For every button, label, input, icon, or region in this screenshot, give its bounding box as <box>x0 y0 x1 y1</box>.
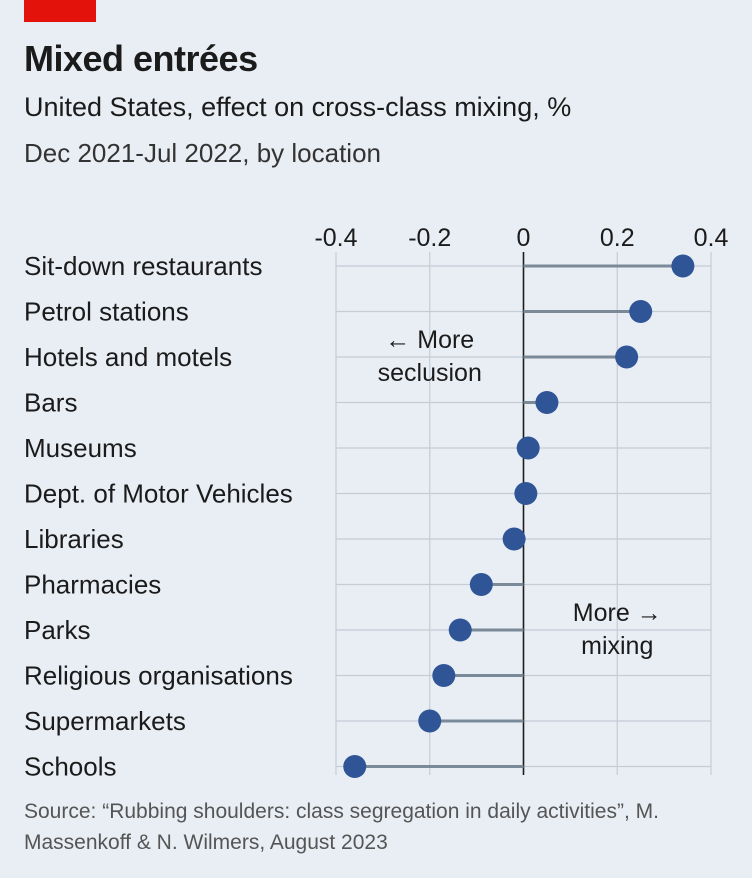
category-label: Petrol stations <box>24 297 189 327</box>
annotation-mixing: More → <box>573 599 662 627</box>
category-label: Bars <box>24 388 77 418</box>
annotation-mixing: mixing <box>581 632 653 660</box>
value-dot <box>615 345 639 369</box>
brand-red-bar <box>24 0 96 22</box>
category-label: Dept. of Motor Vehicles <box>24 479 293 509</box>
chart-subtitle: United States, effect on cross-class mix… <box>24 92 572 122</box>
category-label: Schools <box>24 752 117 782</box>
value-dot <box>629 300 653 323</box>
annotation-seclusion: ← More <box>385 326 474 354</box>
category-label: Parks <box>24 615 90 645</box>
lollipop-chart: -0.4 -0.2 0 0.2 0.4 Sit-down restaurants Petro… <box>24 224 729 782</box>
value-dot <box>432 664 456 687</box>
chart-title: Mixed entrées <box>24 38 258 79</box>
category-label: Libraries <box>24 524 124 554</box>
value-dot <box>502 527 526 551</box>
category-label: Sit-down restaurants <box>24 251 262 281</box>
x-tick-label: 0 <box>517 224 531 252</box>
x-tick-label: 0.4 <box>694 224 729 252</box>
value-dot <box>418 709 442 733</box>
chart-period: Dec 2021-Jul 2022, by location <box>24 138 382 168</box>
value-dot <box>469 573 493 596</box>
value-dot <box>535 391 559 414</box>
category-label: Religious organisations <box>24 661 293 691</box>
x-tick-label: 0.2 <box>600 224 635 252</box>
value-dot <box>343 755 367 778</box>
value-dot <box>671 254 695 278</box>
value-dot <box>514 482 538 505</box>
x-tick-label: -0.4 <box>314 224 357 252</box>
source-note: Source: “Rubbing shoulders: class segreg… <box>24 800 659 854</box>
x-tick-label: -0.2 <box>408 224 451 252</box>
category-label: Hotels and motels <box>24 342 232 372</box>
category-label: Pharmacies <box>24 570 161 600</box>
value-dot <box>516 436 540 460</box>
value-dot <box>448 618 472 642</box>
category-label: Supermarkets <box>24 706 186 736</box>
category-label: Museums <box>24 433 137 463</box>
annotation-seclusion: seclusion <box>378 359 482 387</box>
